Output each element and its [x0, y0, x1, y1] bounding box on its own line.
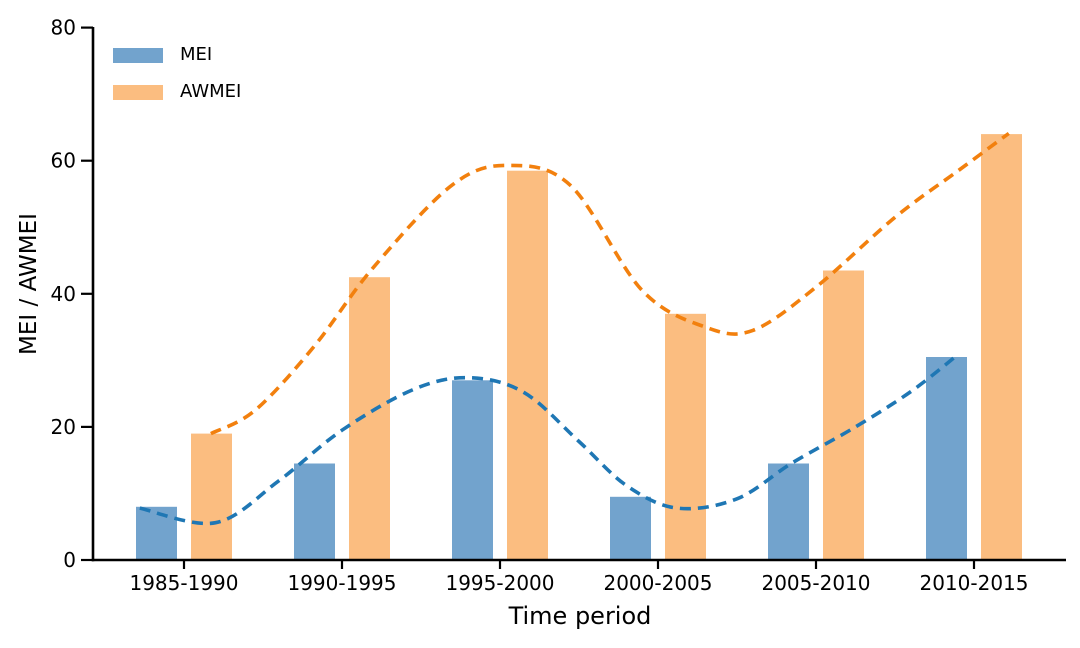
legend-label-awmei: AWMEI: [180, 81, 242, 102]
x-tick-label: 1990-1995: [287, 571, 396, 595]
bar-awmei-4: [823, 270, 864, 560]
legend-item-awmei: AWMEI: [113, 83, 241, 101]
x-axis-title: Time period: [508, 602, 652, 630]
legend-swatch-awmei: [113, 84, 163, 100]
bar-mei-3: [610, 496, 651, 560]
y-tick-label: 60: [51, 149, 76, 173]
x-tick-label: 2010-2015: [919, 571, 1028, 595]
x-tick-label: 2005-2010: [761, 571, 870, 595]
legend-item-mei: MEI: [113, 46, 241, 64]
x-tick-label: 1985-1990: [129, 571, 238, 595]
bar-mei-1: [294, 463, 335, 560]
trend-line-mei: [139, 354, 958, 526]
legend-label-mei: MEI: [180, 44, 213, 65]
x-tick-label: 2000-2005: [603, 571, 712, 595]
bar-awmei-3: [665, 313, 706, 560]
y-tick-label: 20: [51, 415, 76, 439]
trend-line-awmei: [210, 131, 1010, 436]
x-tick-label: 1995-2000: [445, 571, 554, 595]
legend-swatch-mei: [113, 47, 163, 63]
y-tick-label: 40: [51, 282, 76, 306]
bar-mei-5: [926, 357, 967, 560]
y-axis-title: MEI / AWMEI: [16, 213, 42, 355]
bar-awmei-2: [507, 170, 548, 560]
bar-awmei-0: [191, 433, 232, 560]
legend: MEI AWMEI: [113, 46, 241, 101]
y-tick-label: 80: [51, 16, 76, 40]
bar-awmei-5: [981, 134, 1022, 560]
bar-mei-0: [136, 506, 177, 560]
bar-mei-2: [452, 380, 493, 560]
bar-mei-4: [768, 463, 809, 560]
bar-awmei-1: [349, 277, 390, 560]
y-tick-label: 0: [63, 548, 76, 572]
